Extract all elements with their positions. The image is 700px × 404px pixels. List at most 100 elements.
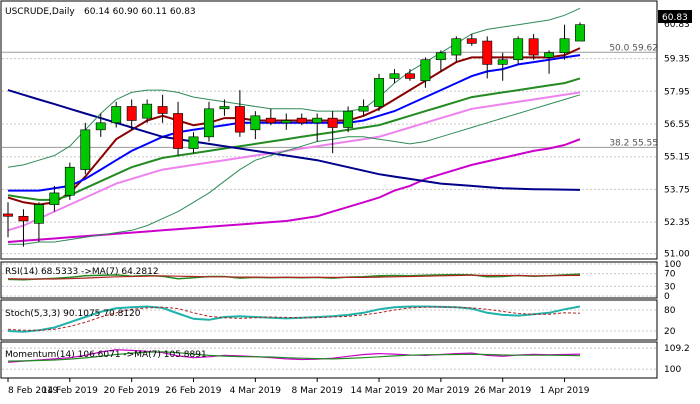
candle-body [575,24,585,42]
fib-level-labels: 50.0 59.62 38.2 55.55 [609,43,658,148]
rsi-lines [7,273,581,281]
candle-body [358,106,369,112]
candle-body [374,78,384,107]
momentum-panel: Momentum(14) 106.6071 ->MA(7) 105.8891 1… [0,341,690,379]
momentum-tick-label: 109.2 [664,344,690,354]
rsi-panel-frame [0,261,658,299]
time-tick-label: 14 Feb 2019 [42,386,98,396]
candle-body [18,215,29,222]
price-axis-labels: 60.83 59.35 57.95 56.55 55.15 53.75 52.35 51.00 [664,20,690,260]
candles [3,22,585,247]
candle-body [544,52,555,58]
time-tick-label: 8 Mar 2019 [292,386,344,396]
candle-body [111,106,122,124]
candle-body [250,115,261,131]
candle-body [234,106,245,133]
fib-level-label: 38.2 55.55 [609,138,658,148]
rsi-label: RSI(14) 68.5333 ->MA(7) 64.2812 [5,267,159,277]
candle-body [528,38,539,56]
candle-body [327,117,338,128]
time-tick-label: 26 Feb 2019 [166,386,222,396]
candle-body [49,192,60,205]
price-panel: 50.0 59.62 38.2 55.55 USCRUDE,Daily 60.14… [0,0,692,260]
momentum-label: Momentum(14) 106.6071 ->MA(7) 105.8891 [5,350,207,360]
candle-body [466,38,477,44]
momentum-tick-label: 100 [664,365,681,375]
stoch-label: Stoch(5,3,3) 90.1075 70.8120 [5,309,141,319]
candle-body [497,59,508,65]
price-tick-label: 56.55 [664,120,690,130]
momentum-ma [7,351,581,362]
momentum-panel-frame [0,341,658,379]
line-ma_navy [7,89,581,191]
price-tick-label: 52.35 [664,218,690,228]
candle-body [389,73,400,79]
candle-body [3,213,13,217]
symbol-label: USCRUDE,Daily [5,7,75,17]
price-gridlines [2,58,656,255]
price-tick-label: 51.00 [664,250,690,260]
stoch-main [7,305,581,333]
candle-body [451,38,462,56]
stoch-panel-frame [0,299,658,341]
rsi-tick-label: 70 [664,270,676,280]
line-bb_lower [8,94,581,245]
fib-level-label: 50.0 59.62 [609,43,658,53]
price-tick-label: 59.35 [664,55,690,65]
candle-body [126,106,137,121]
current-price-badge-bg [658,10,692,23]
time-tick-label: 20 Mar 2019 [412,386,469,396]
candle-body [173,113,183,149]
candle-body [95,122,106,131]
rsi-ma [7,274,581,280]
time-tick-label: 4 Mar 2019 [230,386,282,396]
current-price-badge: 60.83 [662,13,688,23]
line-ma_green [7,77,581,201]
candle-body [219,106,230,110]
stoch-panel: Stoch(5,3,3) 90.1075 70.8120 80 20 [0,299,676,341]
price-tick-label: 55.15 [664,153,690,163]
time-tick-label: 8 Feb 2019 [8,386,59,396]
candle-body [296,117,307,124]
candle-body [343,110,354,128]
time-tick-label: 20 Feb 2019 [104,386,160,396]
candle-body [157,106,168,114]
stoch-lines [7,305,581,333]
rsi-tick-label: 0 [664,292,670,302]
candle-body [513,38,524,61]
line-ma_blue [8,54,581,192]
stoch-axis-labels: 80 20 [664,306,676,337]
candle-body [265,117,276,124]
time-tick-label: 26 Mar 2019 [474,386,531,396]
stoch-tick-label: 20 [664,327,676,337]
time-tick-label: 1 Apr 2019 [540,386,590,396]
moving-averages [7,7,581,245]
ohlc-readout: 60.14 60.90 60.11 60.83 [84,7,196,17]
line-ma_magenta [7,138,581,243]
momentum-axis-labels: 109.2 100 [664,344,690,375]
line-ma_pink [7,91,581,232]
price-tick-label: 57.95 [664,87,690,97]
candle-body [559,38,570,54]
stoch-signal [7,306,581,331]
line-ma_fast [7,47,581,206]
time-tick-label: 14 Mar 2019 [350,386,407,396]
candle-body [64,166,75,196]
rsi-level-lines [2,263,656,297]
candle-body [405,73,415,79]
candle-body [204,108,214,138]
stoch-tick-label: 80 [664,306,676,316]
price-tick-label: 53.75 [664,185,690,195]
line-bb_upper [7,7,581,168]
fib-levels [2,51,656,148]
rsi-tick-label: 100 [664,260,681,270]
candle-body [33,204,44,224]
candle-body [281,120,292,124]
candle-body [482,40,493,65]
momentum-level-lines [2,347,656,370]
